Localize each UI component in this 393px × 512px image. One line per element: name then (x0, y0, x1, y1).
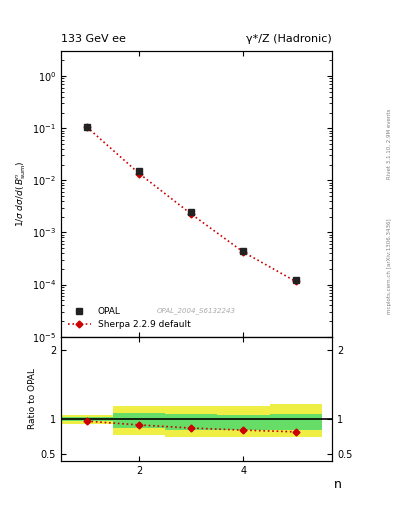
X-axis label: n: n (334, 478, 342, 491)
Text: OPAL_2004_S6132243: OPAL_2004_S6132243 (157, 307, 236, 314)
Text: mcplots.cern.ch [arXiv:1306.3436]: mcplots.cern.ch [arXiv:1306.3436] (387, 219, 392, 314)
Text: γ*/Z (Hadronic): γ*/Z (Hadronic) (246, 33, 332, 44)
Text: Rivet 3.1.10, 2.9M events: Rivet 3.1.10, 2.9M events (387, 108, 392, 179)
Text: 133 GeV ee: 133 GeV ee (61, 33, 126, 44)
Legend: OPAL, Sherpa 2.2.9 default: OPAL, Sherpa 2.2.9 default (65, 304, 193, 332)
Y-axis label: Ratio to OPAL: Ratio to OPAL (28, 368, 37, 429)
Y-axis label: $1/\sigma\;d\sigma/d(\,B^n_{\rm sum})$: $1/\sigma\;d\sigma/d(\,B^n_{\rm sum})$ (14, 161, 28, 227)
